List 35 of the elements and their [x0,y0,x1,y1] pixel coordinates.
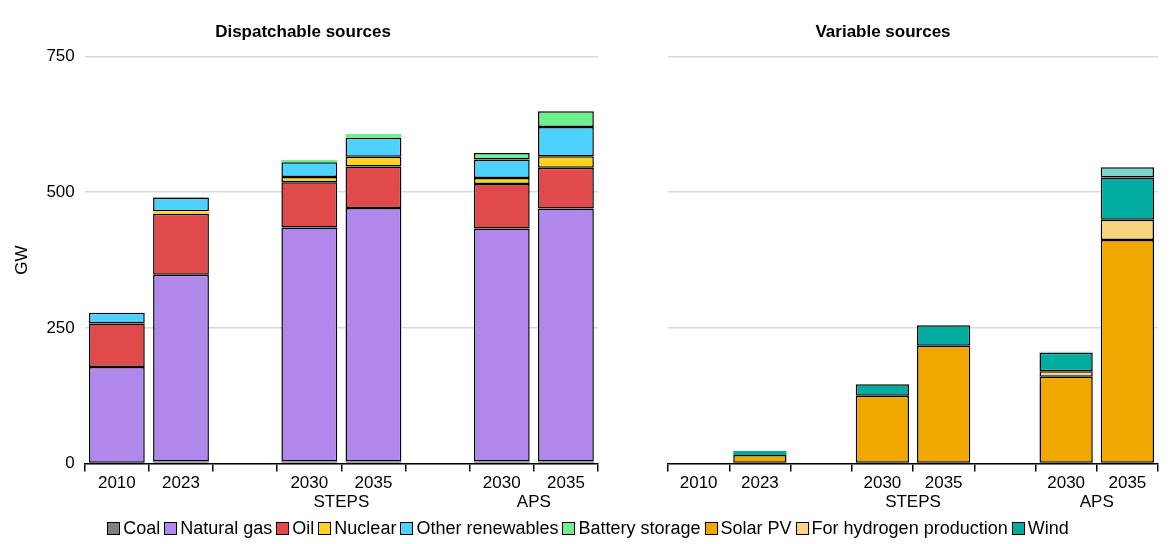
x-tick-label: 2035 [547,473,585,493]
legend-label: Nuclear [334,518,397,539]
y-tick-label: 500 [46,181,75,201]
x-tick-label: 2023 [162,473,200,493]
chart-title: Dispatchable sources [215,21,391,41]
legend-label: Battery storage [578,518,701,539]
x-tick-label: 2035 [924,473,963,493]
text: STEPS [885,492,941,512]
legend-label: For hydrogen production [811,518,1008,539]
legend-label: Other renewables [416,518,559,539]
text: APS [1079,492,1114,512]
legend-label: Oil [292,518,315,539]
y-tick-label: 750 [46,46,75,66]
legend-label: Natural gas [180,518,273,539]
legend-label: Wind [1027,518,1069,539]
chart-title: Variable sources [815,21,951,41]
x-tick-label: 2010 [97,473,136,493]
x-tick-label: 2010 [679,473,718,493]
text: STEPS [313,492,370,512]
x-tick-label: 2035 [354,473,393,493]
x-tick-label: 2035 [1108,473,1147,493]
bar [345,134,402,138]
text: APS [516,492,551,512]
x-tick-label: 2030 [482,473,521,493]
x-tick-label: 2030 [1047,473,1086,493]
bar [281,160,338,163]
bar [153,211,209,214]
y-axis-title: GW [11,245,31,275]
x-tick-label: 2023 [740,473,779,493]
x-tick-label: 2030 [863,473,902,493]
legend-label: Coal [123,518,161,539]
y-tick-label: 250 [46,317,75,337]
y-tick-label: 0 [65,453,75,473]
legend-label: Solar PV [720,518,792,539]
x-tick-label: 2030 [290,473,329,493]
